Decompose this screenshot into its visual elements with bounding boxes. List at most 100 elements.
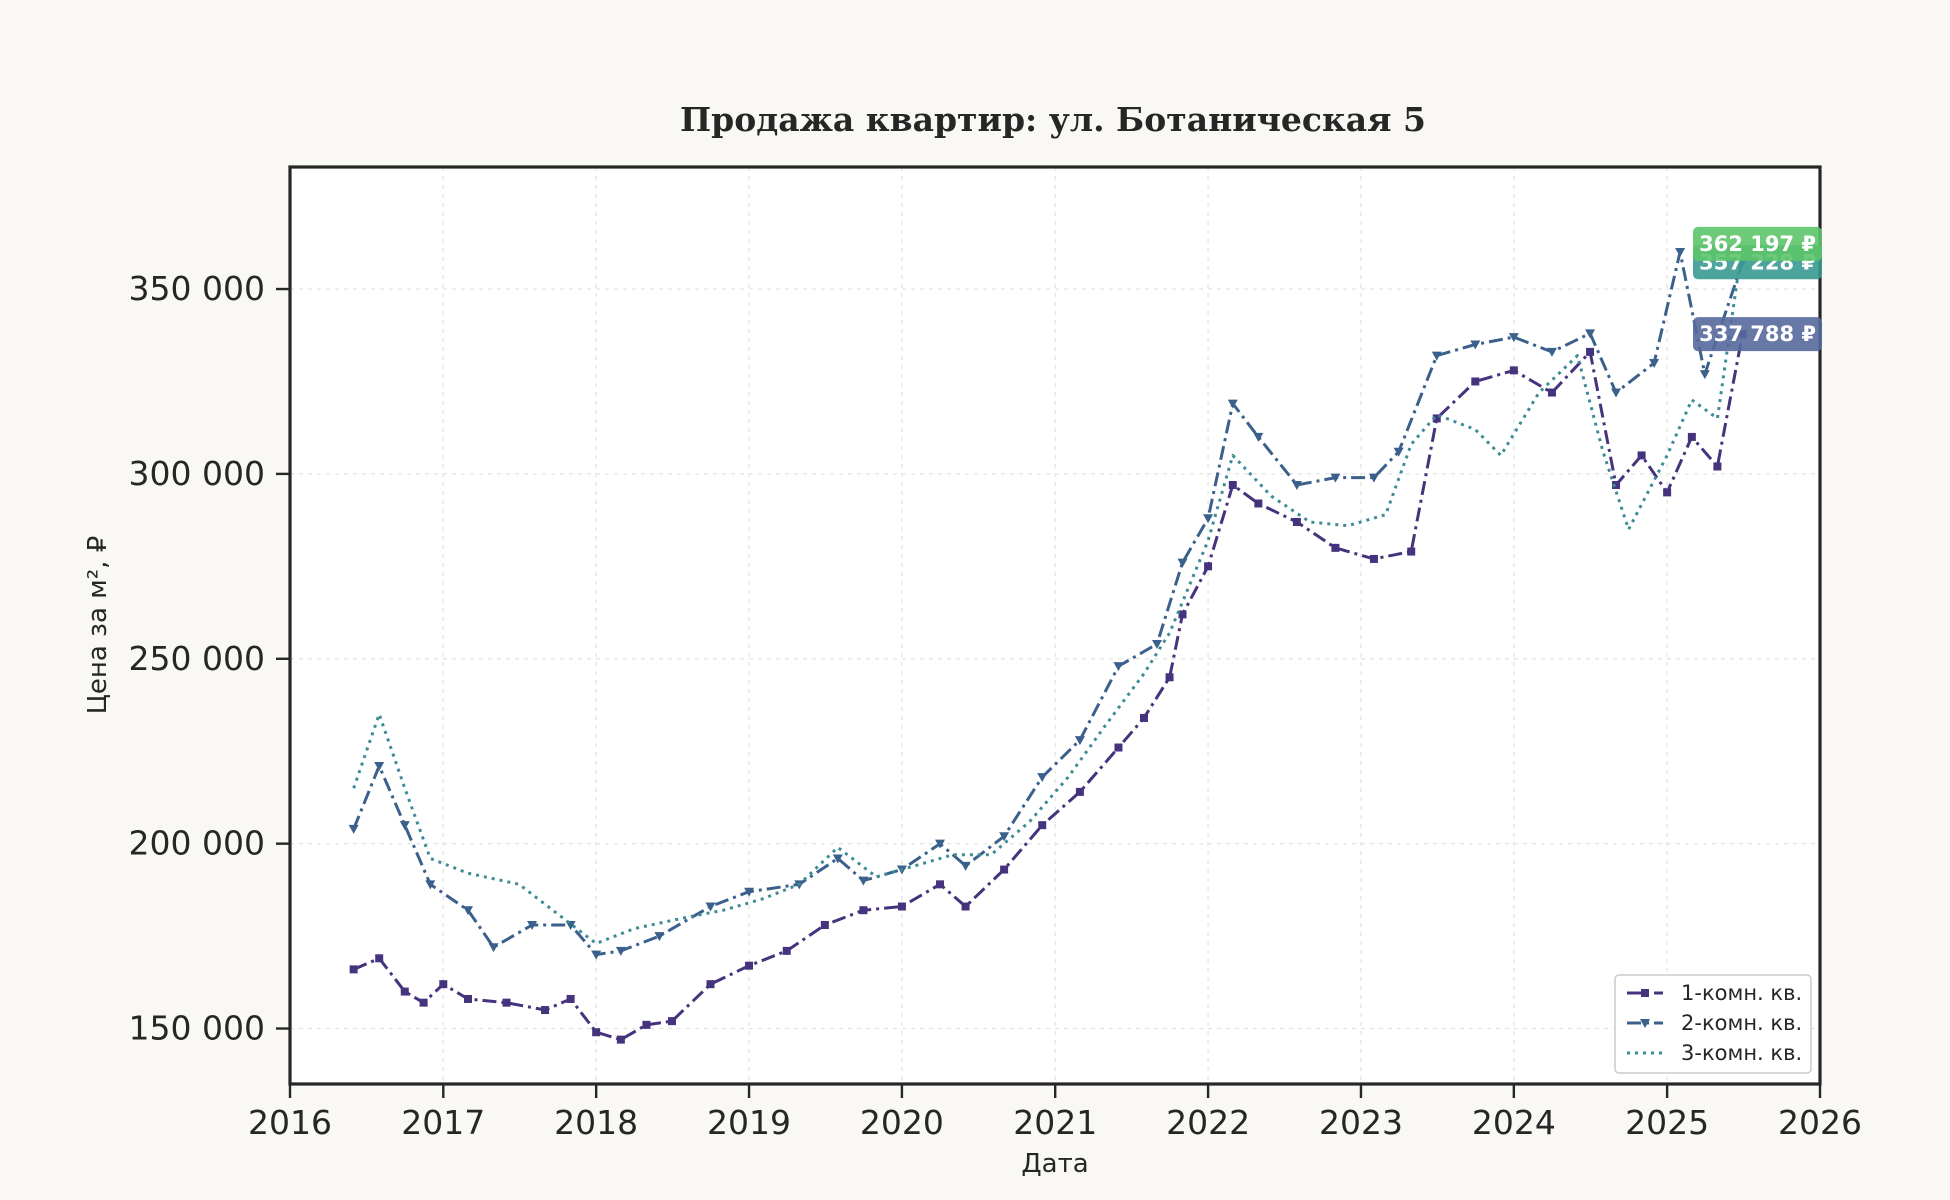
x-tick-label: 2022 — [1166, 1103, 1250, 1142]
data-point — [1000, 865, 1009, 874]
x-tick-label: 2017 — [401, 1103, 485, 1142]
end-labels: 337 788 ₽357 228 ₽362 197 ₽ — [1693, 226, 1822, 352]
data-point — [897, 902, 906, 911]
data-point — [1649, 358, 1660, 368]
data-point — [1393, 447, 1404, 457]
chart-title: Продажа квартир: ул. Ботаническая 5 — [680, 100, 1426, 139]
data-point — [541, 1006, 550, 1015]
x-tick-label: 2019 — [707, 1103, 791, 1142]
series-3 — [352, 243, 1744, 945]
y-tick-label: 150 000 — [129, 1009, 265, 1048]
end-label-box — [1693, 317, 1822, 352]
data-point — [1254, 499, 1263, 508]
data-point — [1637, 451, 1646, 460]
data-point — [1407, 547, 1416, 556]
data-point — [858, 876, 869, 886]
data-point — [999, 832, 1010, 842]
legend-label: 3-комн. кв. — [1681, 1041, 1802, 1065]
data-point — [1292, 517, 1301, 526]
data-point — [1331, 543, 1340, 552]
y-tick-label: 300 000 — [129, 454, 265, 493]
data-point — [1663, 488, 1672, 497]
x-tick-label: 2026 — [1778, 1103, 1862, 1142]
data-point — [1640, 1019, 1650, 1028]
data-point — [705, 902, 716, 912]
series-2 — [348, 248, 1748, 960]
data-point — [832, 854, 843, 864]
data-point — [1586, 347, 1595, 356]
y-tick-label: 350 000 — [129, 269, 265, 308]
data-point — [782, 946, 791, 955]
data-point — [1165, 673, 1174, 682]
data-point — [1675, 248, 1686, 258]
data-point — [348, 824, 359, 834]
data-point — [399, 821, 410, 831]
x-tick-label: 2021 — [1013, 1103, 1097, 1142]
data-point — [464, 994, 473, 1003]
data-point — [439, 980, 448, 989]
data-point — [1228, 480, 1237, 489]
legend-item-3: 3-комн. кв. — [1627, 1041, 1802, 1065]
legend-label: 1-комн. кв. — [1681, 981, 1802, 1005]
data-point — [1369, 554, 1378, 563]
x-tick-label: 2020 — [860, 1103, 944, 1142]
legend-items: 1-комн. кв. 2-комн. кв. 3-комн. кв. — [1627, 981, 1802, 1065]
data-point — [1509, 366, 1518, 375]
data-point — [1074, 736, 1085, 746]
data-point — [1114, 743, 1123, 752]
data-point — [935, 839, 946, 849]
data-point — [1508, 333, 1519, 343]
data-point — [744, 887, 755, 897]
data-point — [1038, 821, 1047, 830]
data-point — [1687, 432, 1696, 441]
data-point — [859, 906, 868, 915]
data-point — [349, 965, 358, 974]
grid-layer — [289, 167, 1821, 1084]
data-point — [745, 961, 754, 970]
legend-item-2: 2-комн. кв. — [1627, 1011, 1802, 1035]
data-point — [1641, 989, 1649, 997]
data-point — [1177, 558, 1188, 568]
series-line — [353, 333, 1744, 1042]
data-point — [1431, 351, 1442, 361]
data-point — [1178, 610, 1187, 619]
data-point — [1368, 473, 1379, 483]
data-point — [1113, 662, 1124, 672]
data-point — [488, 943, 499, 953]
data-point — [1227, 399, 1238, 409]
data-point — [591, 950, 602, 960]
legend-label: 2-комн. кв. — [1681, 1011, 1802, 1035]
x-tick-label: 2018 — [554, 1103, 638, 1142]
data-point — [960, 861, 971, 871]
data-point — [1432, 414, 1441, 423]
data-point — [419, 998, 428, 1007]
data-point — [1037, 773, 1048, 783]
x-tick-label: 2025 — [1625, 1103, 1709, 1142]
data-point — [592, 1028, 601, 1037]
data-point — [1291, 480, 1302, 490]
plot-frame — [288, 165, 1822, 1086]
series-line — [352, 243, 1744, 945]
x-axis-label: Дата — [1021, 1149, 1088, 1179]
data-point — [1547, 388, 1556, 397]
data-point — [1585, 329, 1596, 339]
data-point — [1471, 377, 1480, 386]
data-point — [1075, 787, 1084, 796]
data-point — [1203, 514, 1214, 524]
data-point — [642, 1020, 651, 1029]
x-tick-label: 2023 — [1319, 1103, 1403, 1142]
data-point — [1699, 370, 1710, 380]
data-point — [425, 880, 436, 890]
data-point — [374, 762, 385, 772]
data-point — [1611, 388, 1622, 398]
series-line — [352, 250, 1744, 957]
data-point — [400, 987, 409, 996]
y-axis-label: Цена за м², ₽ — [83, 536, 113, 715]
data-point — [1204, 562, 1213, 571]
end-label-box — [1693, 226, 1822, 261]
data-point — [1612, 480, 1621, 489]
data-point — [1330, 473, 1341, 483]
data-point — [706, 980, 715, 989]
data-point — [1713, 462, 1722, 471]
